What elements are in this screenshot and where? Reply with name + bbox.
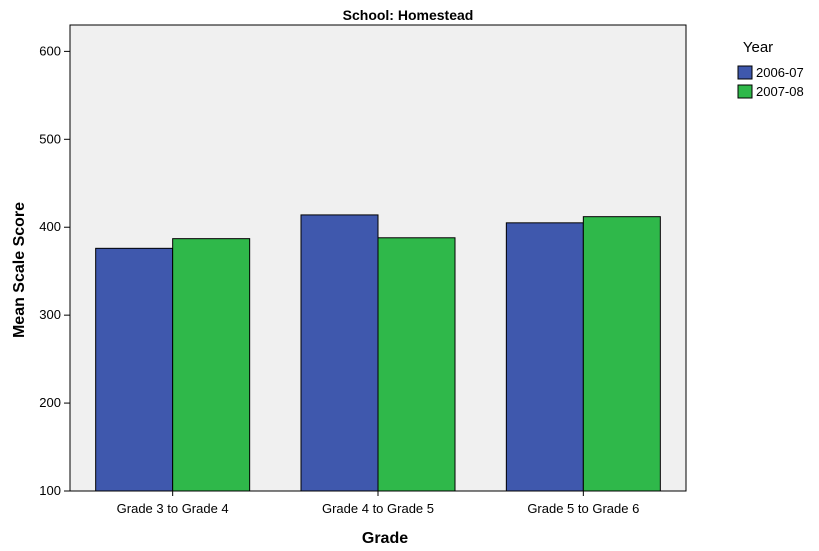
bar-2007-08-2 (377, 237, 456, 492)
plot-area (69, 24, 687, 492)
y-tick-label: 100 (39, 483, 61, 498)
legend: Year 2006-07 2007-08 (737, 39, 804, 99)
y-tick-label: 400 (39, 219, 61, 234)
bar-2006-07-2 (300, 214, 379, 492)
bar-2007-08-3 (582, 216, 661, 492)
y-tick-label: 500 (39, 131, 61, 146)
chart-title: School: Homestead (343, 7, 474, 23)
x-axis-title: Grade (362, 530, 408, 546)
legend-label-2007-08: 2007-08 (756, 84, 804, 99)
bar-2006-07-1 (95, 247, 174, 492)
legend-swatch-2007-08 (737, 84, 753, 99)
legend-swatch-2006-07 (737, 65, 753, 80)
x-tick-label: Grade 3 to Grade 4 (117, 501, 229, 516)
legend-title: Year (743, 39, 773, 56)
legend-label-2006-07: 2006-07 (756, 65, 804, 80)
x-tick-label: Grade 4 to Grade 5 (322, 501, 434, 516)
x-tick-label: Grade 5 to Grade 6 (527, 501, 639, 516)
axes: Grade 3 to Grade 4 Grade 4 to Grade 5 Grad… (39, 43, 639, 516)
y-tick-label: 600 (39, 43, 61, 58)
bar-2006-07-3 (505, 222, 584, 492)
y-tick-label: 300 (39, 307, 61, 322)
bar-2007-08-1 (172, 238, 251, 492)
y-tick-label: 200 (39, 395, 61, 410)
y-axis-title: Mean Scale Score (11, 202, 28, 338)
